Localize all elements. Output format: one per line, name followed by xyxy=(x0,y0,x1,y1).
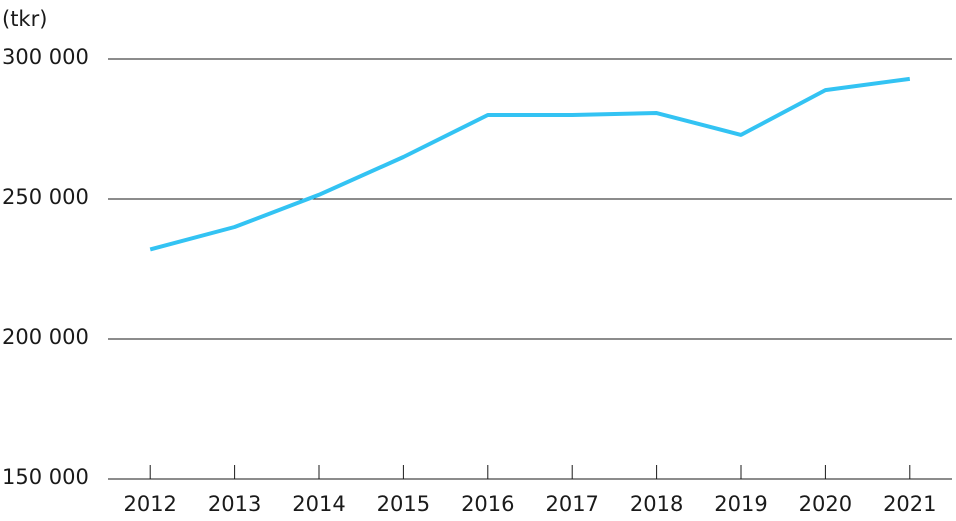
y-tick-label: 300 000 xyxy=(2,45,89,69)
y-tick-label: 250 000 xyxy=(2,185,89,209)
x-tick-label: 2020 xyxy=(799,492,852,516)
data-line xyxy=(149,76,911,252)
x-tick-label: 2016 xyxy=(461,492,514,516)
x-tick-label: 2014 xyxy=(292,492,345,516)
x-tick-label: 2019 xyxy=(714,492,767,516)
x-tick-label: 2017 xyxy=(545,492,598,516)
x-tick-label: 2015 xyxy=(377,492,430,516)
x-tick-label: 2018 xyxy=(630,492,683,516)
y-tick-label: 200 000 xyxy=(2,325,89,349)
x-tick-label: 2013 xyxy=(208,492,261,516)
y-tick-label: 150 000 xyxy=(2,465,89,489)
y-axis-label: (tkr) xyxy=(2,7,47,31)
x-tick-label: 2012 xyxy=(123,492,176,516)
x-tick-label: 2021 xyxy=(883,492,936,516)
